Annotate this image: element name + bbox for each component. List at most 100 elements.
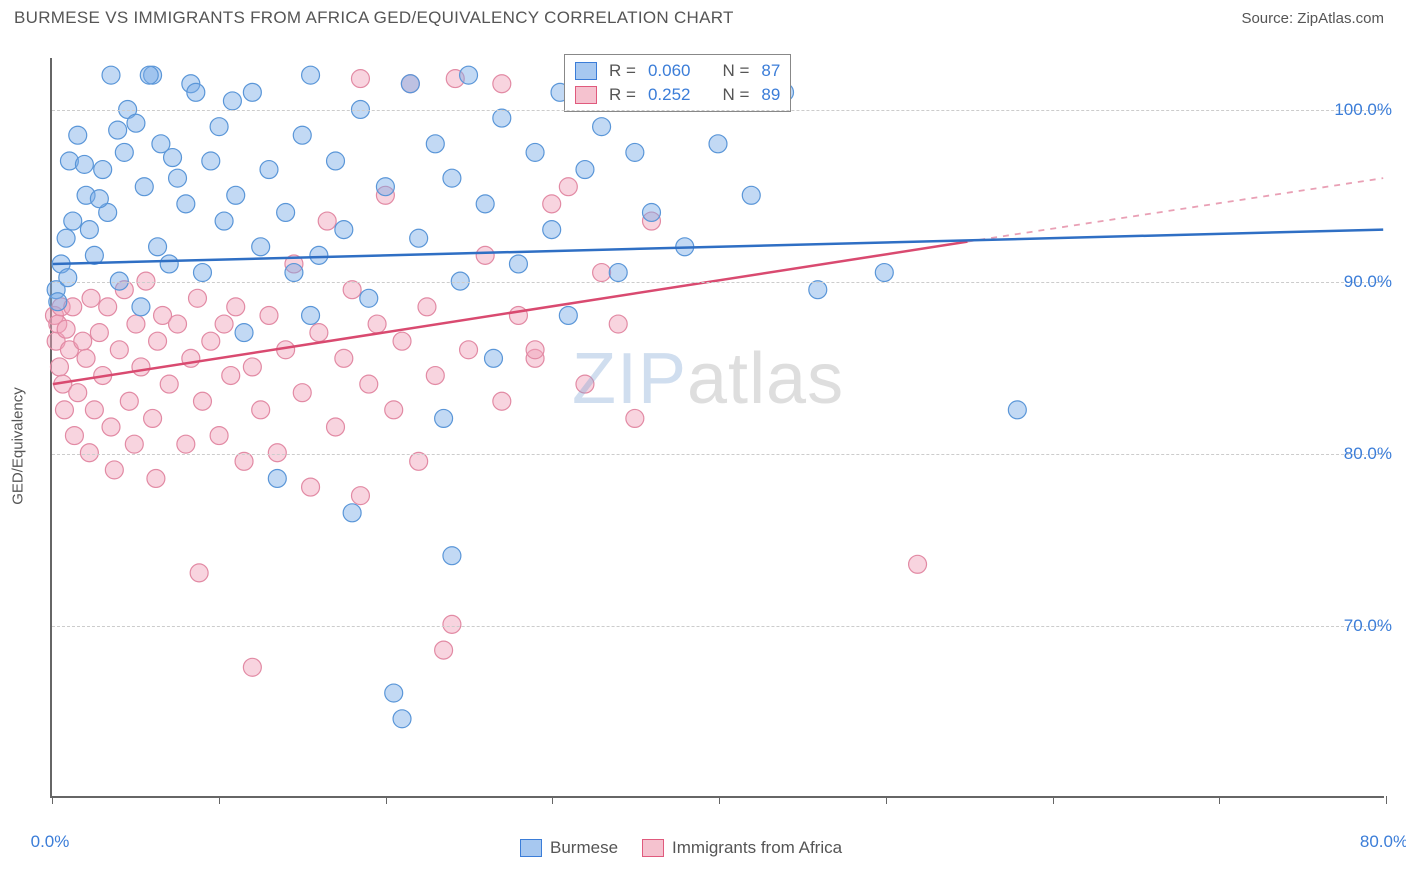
scatter-point-series2: [80, 444, 98, 462]
scatter-point-series2: [125, 435, 143, 453]
gridline-h: [52, 626, 1384, 627]
scatter-point-series2: [149, 332, 167, 350]
scatter-point-series2: [252, 401, 270, 419]
scatter-point-series1: [476, 195, 494, 213]
scatter-point-series1: [75, 155, 93, 173]
scatter-point-series2: [90, 324, 108, 342]
chart-svg: [52, 58, 1384, 796]
scatter-point-series1: [268, 470, 286, 488]
scatter-point-series2: [318, 212, 336, 230]
scatter-point-series1: [410, 229, 428, 247]
scatter-point-series2: [493, 392, 511, 410]
gridline-h: [52, 110, 1384, 111]
scatter-point-series2: [426, 367, 444, 385]
scatter-point-series2: [310, 324, 328, 342]
scatter-point-series2: [385, 401, 403, 419]
y-tick-label: 100.0%: [1334, 100, 1392, 120]
scatter-point-series1: [149, 238, 167, 256]
legend-swatch: [575, 62, 597, 80]
scatter-point-series1: [227, 186, 245, 204]
scatter-point-series1: [543, 221, 561, 239]
legend-item: Immigrants from Africa: [642, 838, 842, 858]
legend-n-value: 87: [761, 61, 780, 81]
scatter-point-series1: [64, 212, 82, 230]
scatter-point-series1: [443, 547, 461, 565]
scatter-point-series1: [169, 169, 187, 187]
x-tick: [1386, 796, 1387, 804]
scatter-point-series2: [202, 332, 220, 350]
legend-label: Immigrants from Africa: [672, 838, 842, 858]
scatter-point-series2: [235, 452, 253, 470]
scatter-point-series1: [875, 264, 893, 282]
scatter-point-series1: [1008, 401, 1026, 419]
scatter-point-series2: [543, 195, 561, 213]
scatter-point-series2: [55, 401, 73, 419]
scatter-point-series1: [135, 178, 153, 196]
legend-n-label: N =: [722, 85, 749, 105]
scatter-point-series2: [293, 384, 311, 402]
scatter-point-series2: [144, 409, 162, 427]
scatter-point-series1: [443, 169, 461, 187]
scatter-point-series2: [410, 452, 428, 470]
scatter-point-series1: [102, 66, 120, 84]
scatter-point-series1: [127, 114, 145, 132]
scatter-point-series1: [335, 221, 353, 239]
legend-swatch: [520, 839, 542, 857]
scatter-point-series1: [57, 229, 75, 247]
scatter-point-series2: [526, 341, 544, 359]
scatter-point-series1: [109, 121, 127, 139]
scatter-point-series2: [132, 358, 150, 376]
scatter-point-series1: [310, 246, 328, 264]
scatter-point-series1: [401, 75, 419, 93]
scatter-point-series2: [193, 392, 211, 410]
scatter-point-series2: [110, 341, 128, 359]
scatter-point-series1: [215, 212, 233, 230]
gridline-h: [52, 454, 1384, 455]
scatter-point-series1: [140, 66, 158, 84]
scatter-point-series2: [393, 332, 411, 350]
scatter-point-series1: [393, 710, 411, 728]
x-tick-label: 0.0%: [31, 832, 70, 852]
series-legend: Burmese Immigrants from Africa: [520, 838, 842, 858]
scatter-point-series1: [343, 504, 361, 522]
scatter-point-series1: [49, 293, 67, 311]
scatter-point-series1: [385, 684, 403, 702]
scatter-point-series1: [193, 264, 211, 282]
correlation-legend: R = 0.060 N = 87 R = 0.252 N = 89: [564, 54, 791, 112]
scatter-point-series2: [268, 444, 286, 462]
scatter-point-series2: [120, 392, 138, 410]
scatter-point-series2: [147, 470, 165, 488]
legend-r-label: R =: [609, 85, 636, 105]
scatter-point-series1: [742, 186, 760, 204]
scatter-point-series2: [243, 658, 261, 676]
scatter-point-series1: [243, 83, 261, 101]
scatter-point-series2: [609, 315, 627, 333]
legend-n-value: 89: [761, 85, 780, 105]
scatter-point-series2: [169, 315, 187, 333]
x-tick: [219, 796, 220, 804]
scatter-point-series2: [351, 487, 369, 505]
legend-swatch: [575, 86, 597, 104]
gridline-h: [52, 282, 1384, 283]
scatter-point-series1: [509, 255, 527, 273]
scatter-point-series2: [302, 478, 320, 496]
scatter-point-series2: [177, 435, 195, 453]
scatter-point-series2: [85, 401, 103, 419]
scatter-point-series1: [493, 109, 511, 127]
scatter-point-series1: [485, 349, 503, 367]
scatter-point-series2: [626, 409, 644, 427]
chart-title: BURMESE VS IMMIGRANTS FROM AFRICA GED/EQ…: [14, 8, 734, 28]
scatter-point-series2: [77, 349, 95, 367]
scatter-point-series1: [160, 255, 178, 273]
scatter-point-series1: [235, 324, 253, 342]
scatter-point-series1: [285, 264, 303, 282]
x-tick: [52, 796, 53, 804]
scatter-point-series1: [252, 238, 270, 256]
scatter-point-series2: [351, 70, 369, 88]
scatter-point-series1: [576, 161, 594, 179]
scatter-point-series2: [327, 418, 345, 436]
chart-source: Source: ZipAtlas.com: [1241, 10, 1384, 27]
legend-n-label: N =: [722, 61, 749, 81]
legend-r-label: R =: [609, 61, 636, 81]
scatter-point-series1: [327, 152, 345, 170]
